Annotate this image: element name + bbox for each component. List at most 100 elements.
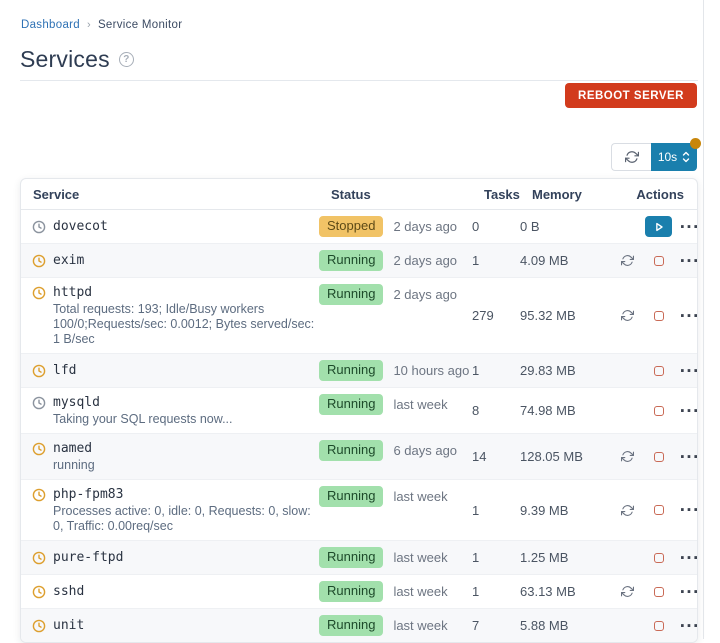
status-badge: Running xyxy=(319,440,384,461)
table-header-row: Service Status Tasks Memory Actions xyxy=(21,179,697,210)
stop-icon xyxy=(653,620,664,631)
service-name: lfd xyxy=(53,363,77,378)
service-name: dovecot xyxy=(53,219,108,234)
breadcrumb-dashboard-link[interactable]: Dashboard xyxy=(21,19,80,31)
status-badge: Running xyxy=(319,581,384,602)
stop-icon xyxy=(653,552,664,563)
row-menu-button[interactable]: ··· xyxy=(677,618,697,633)
stop-service-button[interactable] xyxy=(652,254,666,268)
memory-value: 74.98 MB xyxy=(520,403,576,418)
refresh-interval-select[interactable]: 10s xyxy=(651,143,697,171)
restart-service-button[interactable] xyxy=(619,502,636,519)
restart-icon xyxy=(621,450,634,463)
refresh-controls: 10s xyxy=(611,138,701,171)
stop-service-button[interactable] xyxy=(652,404,666,418)
tasks-value: 1 xyxy=(472,584,480,599)
status-time: 2 days ago xyxy=(393,253,458,268)
status-time: last week xyxy=(393,550,448,565)
help-icon[interactable]: ? xyxy=(118,52,134,67)
breadcrumb-separator-icon: › xyxy=(86,19,91,31)
chevron-updown-icon xyxy=(682,151,690,163)
column-header-actions: Actions xyxy=(636,186,684,202)
status-time: last week xyxy=(393,489,448,504)
clock-icon xyxy=(32,619,46,633)
table-row: pure-ftpd Running last week 1 1.25 MB ··… xyxy=(21,541,697,575)
status-time: 6 days ago xyxy=(393,443,458,458)
tasks-value: 279 xyxy=(472,308,494,323)
tasks-value: 1 xyxy=(472,253,480,268)
restart-service-button[interactable] xyxy=(619,448,636,465)
service-name: exim xyxy=(53,253,85,268)
stop-service-button[interactable] xyxy=(652,585,666,599)
column-header-service: Service xyxy=(33,186,80,202)
table-row: sshd Running last week 1 63.13 MB ··· xyxy=(21,575,697,609)
table-row: named running Running 6 days ago 14 128.… xyxy=(21,434,697,480)
row-menu-button[interactable]: ··· xyxy=(677,550,697,565)
memory-value: 5.88 MB xyxy=(520,618,569,633)
status-time: 10 hours ago xyxy=(393,363,470,378)
refresh-now-button[interactable] xyxy=(611,143,651,171)
memory-value: 128.05 MB xyxy=(520,449,583,464)
clock-icon xyxy=(32,396,46,410)
stop-icon xyxy=(653,505,664,515)
service-description: running xyxy=(53,458,95,472)
page-right-divider xyxy=(703,0,704,639)
stop-icon xyxy=(653,586,664,597)
clock-icon xyxy=(32,585,46,599)
stop-service-button[interactable] xyxy=(652,619,666,633)
stop-service-button[interactable] xyxy=(652,551,666,565)
restart-service-button[interactable] xyxy=(619,307,636,324)
tasks-value: 8 xyxy=(472,403,480,418)
clock-icon xyxy=(32,551,46,565)
service-name: unit xyxy=(53,618,85,633)
notification-dot xyxy=(690,138,701,149)
restart-service-button[interactable] xyxy=(619,583,636,600)
status-time: last week xyxy=(393,397,448,412)
stop-service-button[interactable] xyxy=(652,450,666,464)
stop-service-button[interactable] xyxy=(652,503,666,517)
service-name: sshd xyxy=(53,584,85,599)
memory-value: 4.09 MB xyxy=(520,253,569,268)
row-menu-button[interactable]: ··· xyxy=(677,584,697,599)
status-badge: Running xyxy=(319,615,384,636)
tasks-value: 1 xyxy=(472,502,480,518)
table-row: lfd Running 10 hours ago 1 29.83 MB ··· xyxy=(21,354,697,388)
page-title-text: Services xyxy=(20,46,110,72)
services-table: Service Status Tasks Memory Actions dove… xyxy=(20,178,698,643)
memory-value: 1.25 MB xyxy=(520,550,569,565)
stop-service-button[interactable] xyxy=(652,309,666,323)
row-menu-button[interactable]: ··· xyxy=(677,449,697,464)
play-icon xyxy=(653,221,665,233)
breadcrumb: Dashboard › Service Monitor xyxy=(21,19,182,31)
column-header-status: Status xyxy=(331,186,371,202)
clock-icon xyxy=(32,442,46,456)
row-menu-button[interactable]: ··· xyxy=(677,253,697,268)
refresh-icon xyxy=(624,150,639,164)
stop-icon xyxy=(653,405,664,416)
status-badge: Running xyxy=(319,547,384,568)
row-menu-button[interactable]: ··· xyxy=(677,363,697,378)
tasks-value: 7 xyxy=(472,618,480,633)
status-badge: Running xyxy=(319,250,384,271)
tasks-value: 14 xyxy=(472,449,487,464)
row-menu-button[interactable]: ··· xyxy=(677,403,697,418)
restart-icon xyxy=(621,585,634,598)
stop-icon xyxy=(653,451,664,462)
tasks-value: 1 xyxy=(472,363,480,378)
row-menu-button[interactable]: ··· xyxy=(677,308,697,323)
memory-value: 9.39 MB xyxy=(520,502,569,518)
stop-service-button[interactable] xyxy=(652,364,666,378)
restart-service-button[interactable] xyxy=(619,252,636,269)
status-badge: Running xyxy=(319,284,384,305)
table-row: httpd Total requests: 193; Idle/Busy wor… xyxy=(21,278,697,354)
clock-icon xyxy=(32,364,46,378)
memory-value: 63.13 MB xyxy=(520,584,576,599)
clock-icon xyxy=(32,488,46,502)
row-menu-button[interactable]: ··· xyxy=(677,219,697,234)
start-service-button[interactable] xyxy=(645,216,672,237)
status-badge: Running xyxy=(319,394,384,415)
table-body: dovecot Stopped 2 days ago 0 0 B ··· exi… xyxy=(21,210,697,642)
row-menu-button[interactable]: ··· xyxy=(677,503,697,518)
reboot-server-button[interactable]: REBOOT SERVER xyxy=(565,83,697,108)
clock-icon xyxy=(32,286,46,300)
